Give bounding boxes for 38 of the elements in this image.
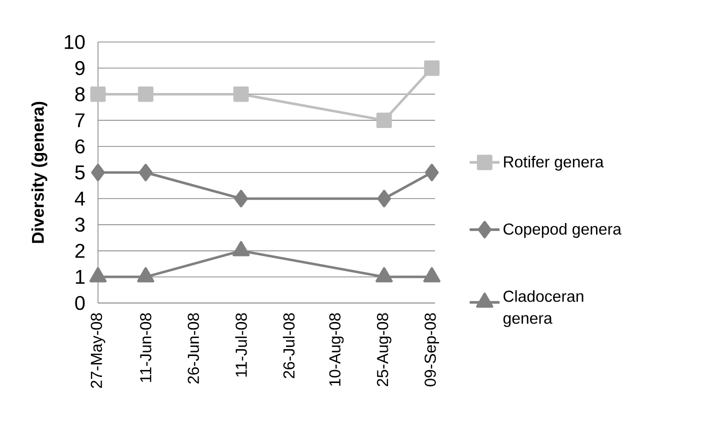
y-tick-label: 3	[75, 218, 85, 232]
point	[233, 86, 249, 102]
y-tick-label: 8	[75, 87, 85, 102]
y-tick-label: 6	[75, 139, 85, 154]
y-tick-label: 0	[75, 296, 85, 310]
y-tick-label: 10	[64, 34, 85, 50]
x-tick-label: 11-Jul-08	[235, 313, 247, 377]
y-tick-label: 9	[75, 61, 85, 76]
point	[91, 164, 105, 182]
x-tick-label: 09-Sep-08	[424, 313, 440, 386]
point	[137, 267, 154, 282]
point	[376, 267, 393, 282]
x-tick-label: 26-Jun-08	[188, 313, 200, 384]
point	[423, 267, 440, 282]
y-tick-label: 1	[76, 270, 85, 284]
point	[232, 241, 250, 256]
x-tick-label: 10-Aug-08	[329, 313, 344, 386]
point	[138, 86, 154, 102]
point	[89, 267, 107, 282]
point	[90, 86, 106, 102]
y-tick-label: 5	[75, 166, 85, 180]
y-tick-label: 7	[75, 113, 84, 128]
point	[234, 190, 248, 208]
point	[424, 164, 439, 182]
point	[424, 60, 440, 76]
y-tick-label: 4	[74, 192, 85, 206]
legend-label: Cladoceran genera	[503, 290, 584, 328]
x-tick-label: 11-Jun-08	[140, 313, 152, 382]
point	[138, 164, 153, 182]
x-tick-label: 25-Aug-08	[376, 313, 392, 386]
y-axis-title: Diversity (genera)	[31, 102, 48, 243]
legend-label: Copepod genera	[504, 223, 622, 238]
legend-label: Rotifer genera	[504, 156, 604, 171]
point	[377, 190, 391, 208]
y-tick-label: 2	[75, 244, 84, 258]
x-tick-label: 27-May-08	[90, 313, 106, 388]
x-tick-label: 26-Jul-08	[282, 313, 295, 378]
point	[376, 112, 392, 128]
